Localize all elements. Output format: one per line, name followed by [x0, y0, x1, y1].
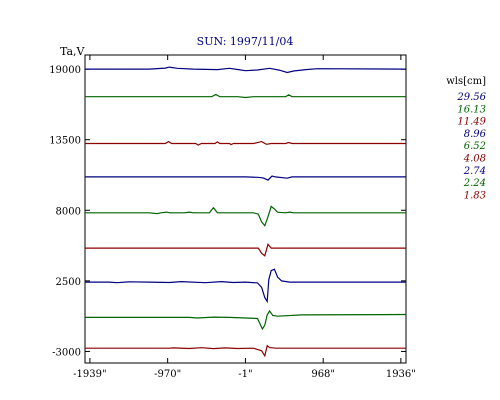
- chart-title: SUN: 1997/11/04: [197, 35, 294, 48]
- y-tick-label: -3000: [52, 347, 81, 358]
- y-tick-label: 19000: [49, 65, 81, 76]
- series-line-16.13: [85, 93, 406, 99]
- series-line-8.96: [85, 175, 406, 181]
- x-tick-label: -1": [238, 369, 252, 380]
- series-line-11.49: [85, 140, 406, 146]
- legend-item: 29.56: [456, 92, 486, 103]
- series-group: [85, 66, 407, 358]
- y-axis: 19000 13500 8000 2500 -3000: [49, 65, 406, 358]
- y-tick-label: 2500: [56, 277, 81, 288]
- y-tick-label: 8000: [56, 206, 81, 217]
- series-line-2.74: [85, 268, 406, 304]
- y-axis-label: Ta,V: [60, 45, 86, 58]
- legend-item: 11.49: [457, 117, 486, 128]
- legend-item: 2.24: [463, 178, 486, 189]
- x-tick-label: -970": [154, 369, 181, 380]
- x-tick-label: 968": [311, 369, 335, 380]
- series-line-2.24: [85, 309, 407, 331]
- legend-item: 1.83: [464, 190, 486, 201]
- legend-item: 2.74: [463, 166, 486, 177]
- y-tick-label: 13500: [49, 136, 81, 147]
- series-line-29.56: [85, 66, 407, 74]
- x-axis: -1939" -970" -1" 968" 1936": [73, 55, 416, 380]
- series-line-4.08: [85, 243, 406, 257]
- legend-item: 16.13: [457, 104, 486, 115]
- x-tick-label: -1939": [73, 369, 106, 380]
- series-line-1.83: [85, 344, 406, 358]
- legend-item: 8.96: [464, 129, 487, 140]
- legend-item: 4.08: [463, 154, 486, 165]
- x-tick-label: 1936": [386, 369, 416, 380]
- series-line-6.52: [85, 205, 406, 227]
- legend-item: 6.52: [464, 141, 486, 152]
- legend-title: wls[cm]: [446, 76, 486, 87]
